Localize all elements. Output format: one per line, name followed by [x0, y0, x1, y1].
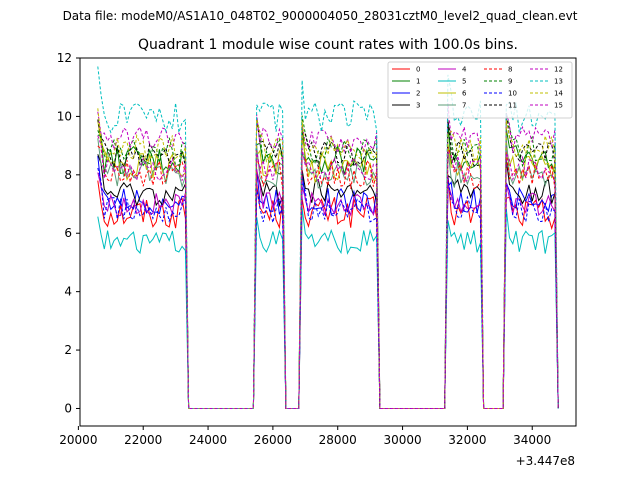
legend-frame	[387, 61, 573, 119]
x-tick-label: 34000	[513, 433, 551, 447]
legend-label-7: 7	[462, 102, 466, 110]
axis-ticks: 20000 22000 24000 26000 28000 30000 32000 34000…	[57, 51, 552, 447]
legend-label-4: 4	[462, 66, 467, 74]
legend-label-9: 9	[508, 78, 512, 86]
x-tick-label: 20000	[59, 433, 97, 447]
legend-label-12: 12	[554, 66, 563, 74]
series-line-9	[97, 112, 559, 409]
legend-label-1: 1	[416, 78, 420, 86]
legend-label-13: 13	[554, 78, 563, 86]
x-tick-label: 30000	[383, 433, 421, 447]
legend-label-6: 6	[462, 90, 467, 98]
legend-label-3: 3	[416, 102, 420, 110]
chart-title: Quadrant 1 module wise count rates with …	[138, 37, 518, 53]
y-tick-label: 10	[57, 109, 72, 123]
x-tick-label: 26000	[254, 433, 292, 447]
x-axis-offset-label: +3.447e8	[516, 454, 575, 468]
legend-label-2: 2	[416, 90, 420, 98]
y-tick-label: 0	[64, 401, 72, 415]
y-tick-label: 12	[57, 51, 72, 65]
legend-label-14: 14	[554, 90, 563, 98]
series-line-1	[97, 120, 559, 409]
series-line-11	[97, 115, 559, 409]
legend-label-15: 15	[554, 102, 563, 110]
x-tick-label: 24000	[189, 433, 227, 447]
legend-label-11: 11	[508, 102, 517, 110]
y-tick-label: 2	[64, 343, 72, 357]
series-line-5	[97, 207, 559, 409]
y-tick-label: 8	[64, 168, 72, 182]
legend-label-0: 0	[416, 66, 420, 74]
x-tick-label: 22000	[124, 433, 162, 447]
y-tick-label: 6	[64, 226, 72, 240]
series-line-14	[97, 108, 559, 409]
series-line-6	[97, 120, 559, 409]
series-line-12	[97, 103, 559, 409]
x-tick-label: 28000	[319, 433, 357, 447]
series-layer	[97, 66, 559, 409]
legend-label-10: 10	[508, 90, 517, 98]
chart-suptitle: Data file: modeM0/AS1A10_048T02_90000040…	[63, 9, 578, 23]
plot-frame	[79, 57, 577, 427]
series-line-3	[97, 154, 559, 409]
y-tick-label: 4	[64, 285, 72, 299]
x-tick-label: 32000	[448, 433, 486, 447]
series-line-0	[97, 174, 559, 409]
legend-label-8: 8	[508, 66, 512, 74]
series-line-2	[97, 155, 559, 409]
series-line-15	[97, 135, 559, 409]
series-line-13	[97, 66, 559, 409]
legend-label-5: 5	[462, 78, 466, 86]
